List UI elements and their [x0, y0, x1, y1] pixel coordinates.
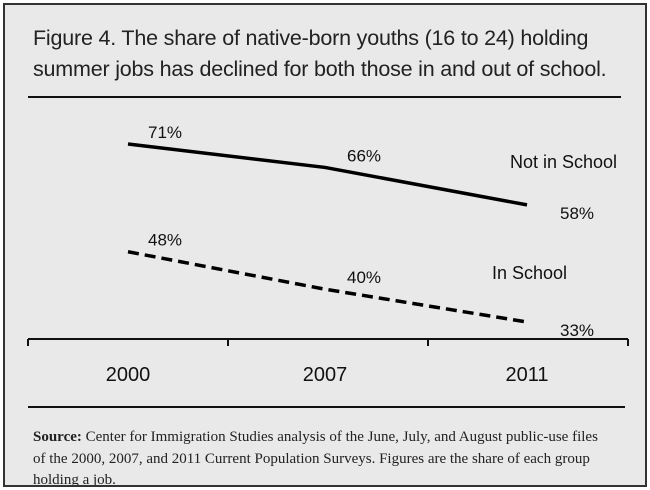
source-text: Center for Immigration Studies analysis … [33, 429, 598, 487]
data-label: 58% [560, 204, 594, 223]
chart-title: Figure 4. The share of native-born youth… [33, 26, 607, 81]
data-label: 71% [148, 123, 182, 142]
data-label: 40% [347, 268, 381, 287]
source-label: Source: [33, 429, 82, 445]
series-line-not-in-school [127, 142, 528, 207]
x-tick-label: 2011 [505, 364, 548, 386]
series-line-in-school [127, 250, 528, 324]
series-label: Not in School [510, 152, 617, 172]
data-label: 48% [148, 231, 182, 250]
source-note: Source: Center for Immigration Studies a… [33, 427, 613, 487]
x-tick-label: 2007 [303, 364, 348, 386]
data-label: 66% [347, 146, 381, 165]
x-tick-label: 2000 [106, 364, 151, 386]
line-chart: 2000 2007 2011 71% 66% 58% Not in School 48% 40%… [27, 96, 629, 408]
data-label: 33% [560, 321, 594, 340]
figure-panel: Figure 4. The share of native-born youth… [3, 3, 647, 487]
series-label: In School [492, 263, 567, 283]
